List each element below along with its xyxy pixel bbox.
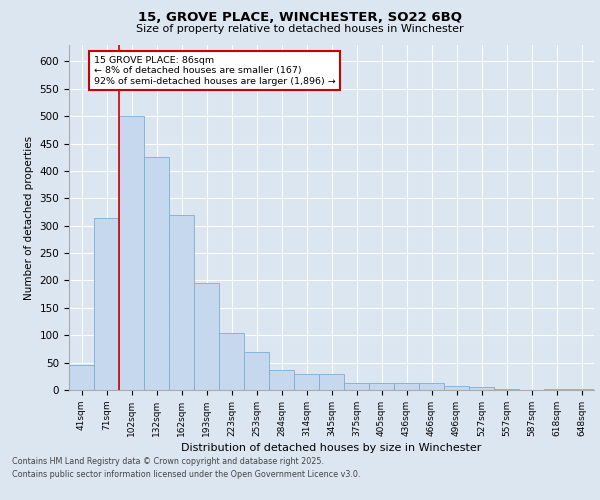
Bar bbox=[469, 388, 494, 390]
Bar bbox=[219, 332, 244, 390]
Text: 15 GROVE PLACE: 86sqm
← 8% of detached houses are smaller (167)
92% of semi-deta: 15 GROVE PLACE: 86sqm ← 8% of detached h… bbox=[94, 56, 336, 86]
Bar bbox=[119, 116, 144, 390]
Bar bbox=[294, 374, 319, 390]
Bar bbox=[369, 384, 394, 390]
Bar bbox=[94, 218, 119, 390]
Text: Contains HM Land Registry data © Crown copyright and database right 2025.: Contains HM Land Registry data © Crown c… bbox=[12, 458, 324, 466]
Bar bbox=[419, 384, 444, 390]
Bar bbox=[144, 158, 169, 390]
Bar bbox=[69, 366, 94, 390]
Bar bbox=[494, 389, 519, 390]
Text: 15, GROVE PLACE, WINCHESTER, SO22 6BQ: 15, GROVE PLACE, WINCHESTER, SO22 6BQ bbox=[138, 11, 462, 24]
Bar bbox=[244, 352, 269, 390]
Y-axis label: Number of detached properties: Number of detached properties bbox=[24, 136, 34, 300]
Bar bbox=[194, 283, 219, 390]
Bar bbox=[169, 215, 194, 390]
Text: Contains public sector information licensed under the Open Government Licence v3: Contains public sector information licen… bbox=[12, 470, 361, 479]
X-axis label: Distribution of detached houses by size in Winchester: Distribution of detached houses by size … bbox=[181, 443, 482, 453]
Bar bbox=[394, 384, 419, 390]
Bar bbox=[444, 386, 469, 390]
Bar bbox=[319, 374, 344, 390]
Bar bbox=[344, 384, 369, 390]
Bar bbox=[269, 370, 294, 390]
Text: Size of property relative to detached houses in Winchester: Size of property relative to detached ho… bbox=[136, 24, 464, 34]
